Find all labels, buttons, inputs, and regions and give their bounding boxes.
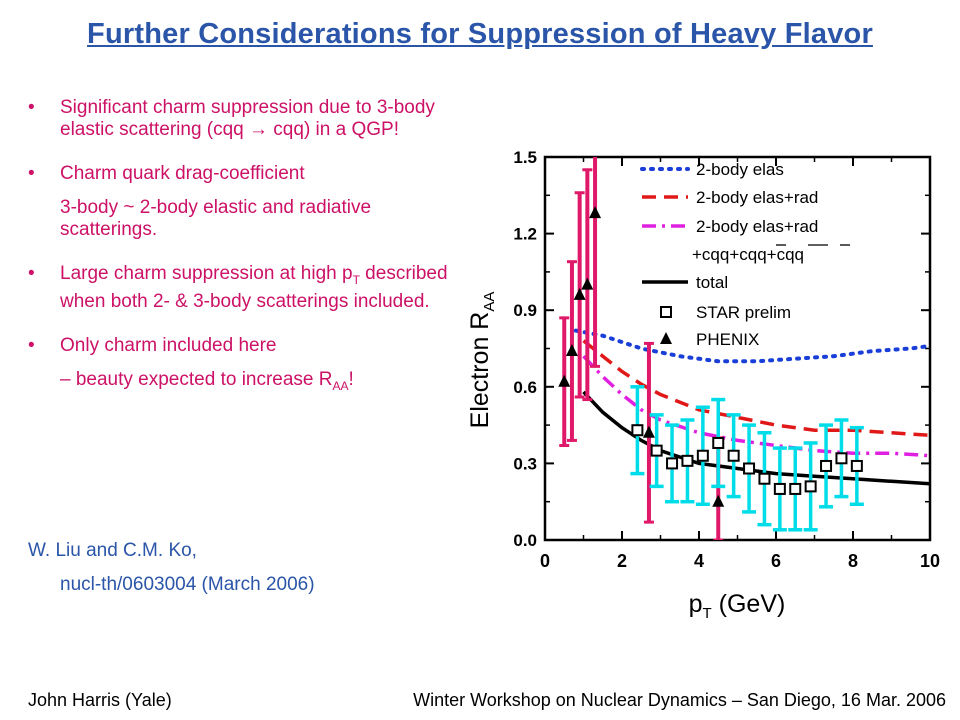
star-point <box>773 482 786 495</box>
legend-label-2: 2-body elas+rad <box>696 188 818 207</box>
x-tick-label: 4 <box>694 551 704 571</box>
star-point <box>789 482 802 495</box>
chart-axis-labels: pT (GeV) Electron RAA <box>466 292 785 622</box>
legend-label-3b: +cqq+cqq+cqq <box>692 245 804 264</box>
chart-points <box>558 157 864 540</box>
y-axis-label: Electron RAA <box>466 292 498 429</box>
star-point <box>681 454 694 467</box>
legend-label-1: 2-body elas <box>696 160 784 179</box>
reference: W. Liu and C.M. Ko, nucl-th/0603004 (Mar… <box>28 540 315 596</box>
x-tick-label: 0 <box>540 551 550 571</box>
star-point <box>850 459 863 472</box>
reference-id: nucl-th/0603004 (March 2006) <box>60 574 315 595</box>
star-point <box>758 472 771 485</box>
star-point <box>696 449 709 462</box>
star-point <box>712 436 725 449</box>
bullet-dot: • <box>28 334 35 356</box>
bullet-list: • Significant charm suppression due to 3… <box>28 97 468 419</box>
x-tick-label: 2 <box>617 551 627 571</box>
chart-curves <box>573 328 930 486</box>
y-tick-label: 0.6 <box>513 378 537 397</box>
bullet-dot: • <box>28 97 35 118</box>
page-title: Further Considerations for Suppression o… <box>87 18 873 50</box>
star-point <box>727 449 740 462</box>
star-point <box>743 462 756 475</box>
legend-label-star: STAR prelim <box>696 303 791 322</box>
x-tick-label: 10 <box>920 551 940 571</box>
legend-label-4: total <box>696 273 728 292</box>
bullet-2-subtext: 3-body ~ 2-body elastic and radiative sc… <box>60 197 372 240</box>
phenix-point <box>642 425 655 438</box>
y-tick-label: 0.9 <box>513 301 537 320</box>
legend-label-3: 2-body elas+rad <box>696 217 818 236</box>
bullet-dot: • <box>28 263 35 284</box>
phenix-point <box>565 344 578 357</box>
reference-authors: W. Liu and C.M. Ko, <box>28 540 197 561</box>
bullet-3-text: Large charm suppression at high pT descr… <box>60 263 448 312</box>
star-point <box>835 452 848 465</box>
bullet-1: • Significant charm suppression due to 3… <box>28 97 468 141</box>
bullet-1-text: Significant charm suppression due to 3-b… <box>60 97 435 140</box>
star-point <box>804 480 817 493</box>
y-tick-label: 1.2 <box>513 225 537 244</box>
x-tick-label: 6 <box>771 551 781 571</box>
y-tick-label: 0.0 <box>513 531 537 550</box>
chart-legend: 2-body elas 2-body elas+rad 2-body elas+ra… <box>640 160 850 349</box>
bullet-4-subtext: – beauty expected to increase RAA! <box>60 368 354 393</box>
phenix-point <box>712 494 725 507</box>
bullet-dot: • <box>28 163 35 184</box>
phenix-point <box>589 206 602 219</box>
x-axis-label: pT (GeV) <box>689 590 786 622</box>
bullet-3: • Large charm suppression at high pT des… <box>28 263 468 313</box>
legend-label-phenix: PHENIX <box>696 330 759 349</box>
footer-event: Winter Workshop on Nuclear Dynamics – Sa… <box>413 690 946 710</box>
bullet-4: • Only charm included here – beauty expe… <box>28 335 468 397</box>
curve-1 <box>573 328 930 364</box>
star-point <box>650 444 663 457</box>
chart-axes: 0 2 4 6 8 10 0.0 0.3 0.6 0.9 1.2 1.5 <box>513 148 940 571</box>
curve-3 <box>582 354 930 458</box>
star-point <box>631 424 644 437</box>
y-tick-label: 1.5 <box>513 148 537 167</box>
star-point <box>666 457 679 470</box>
phenix-point <box>573 287 586 300</box>
phenix-point <box>558 374 571 387</box>
legend-star-marker <box>660 306 672 318</box>
x-tick-label: 8 <box>848 551 858 571</box>
star-point <box>820 459 833 472</box>
phenix-point <box>581 277 594 290</box>
bullet-2-text: Charm quark drag-coefficient <box>60 163 305 184</box>
bullet-2: • Charm quark drag-coefficient 3-body ~ … <box>28 163 468 241</box>
y-tick-label: 0.3 <box>513 454 537 473</box>
bullet-4-text: Only charm included here <box>60 334 277 356</box>
footer-author: John Harris (Yale) <box>28 690 172 710</box>
legend-phenix-marker <box>660 332 672 344</box>
